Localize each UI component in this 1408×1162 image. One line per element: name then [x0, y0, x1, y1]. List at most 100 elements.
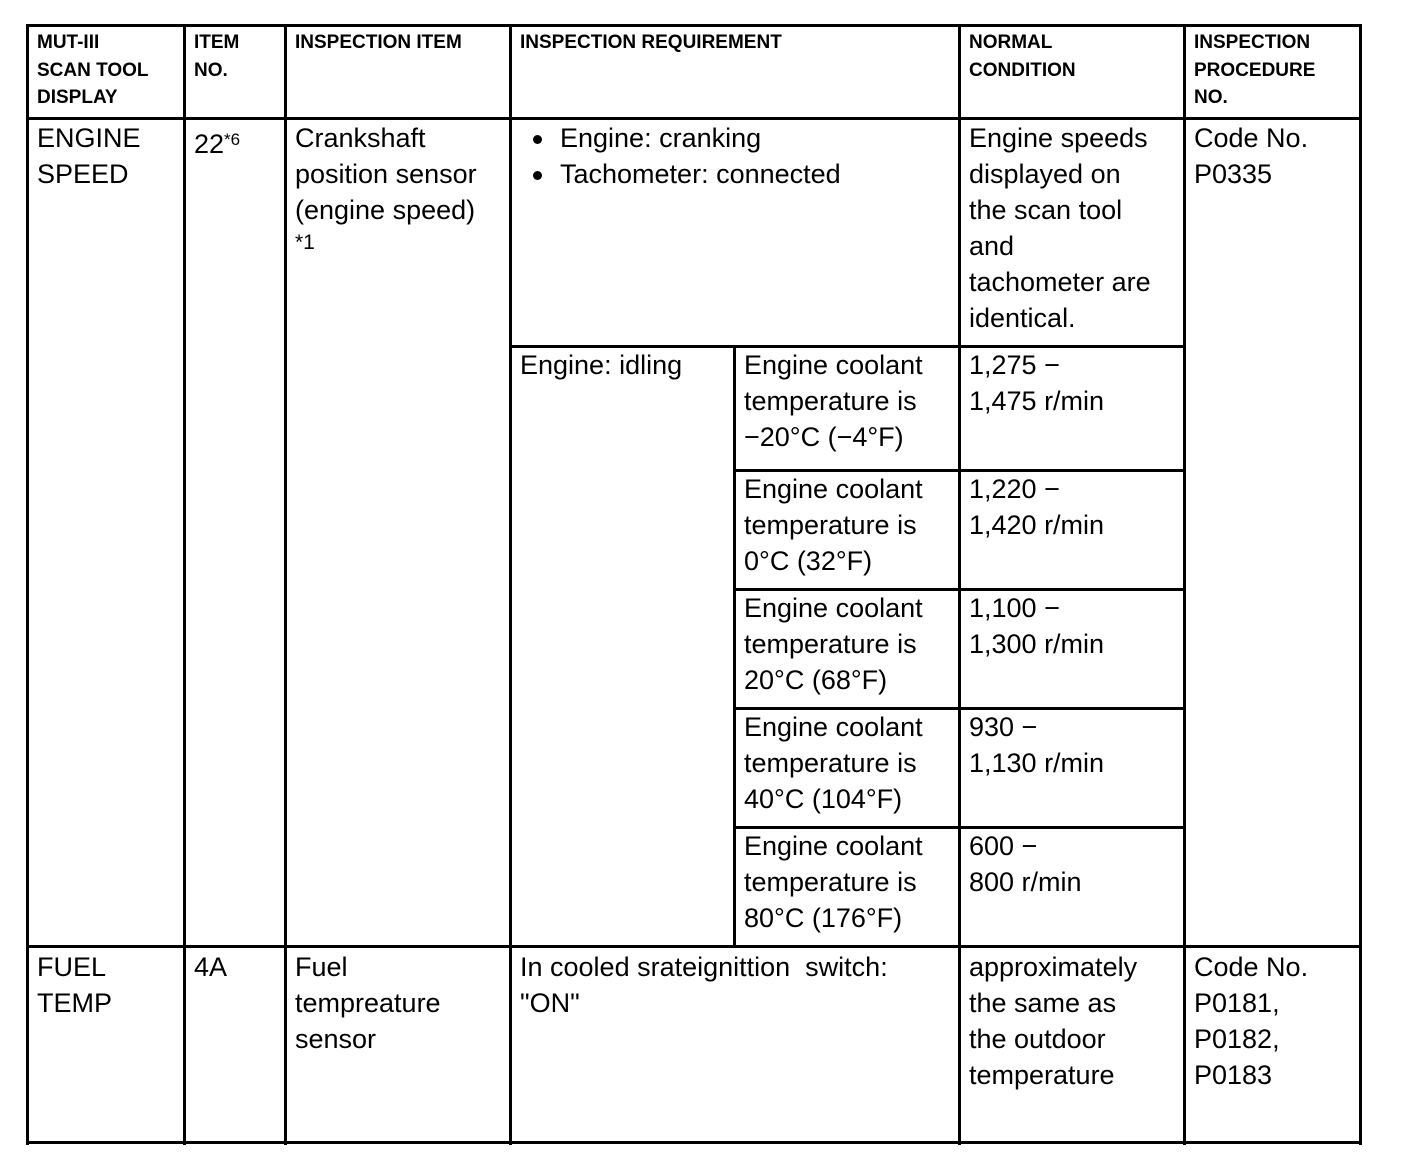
- cell-text: approximately: [969, 952, 1138, 982]
- cell-text: 1,275 −: [969, 350, 1060, 380]
- cell-text: 22: [194, 129, 225, 159]
- cell-text: 1,300 r/min: [969, 629, 1105, 659]
- header-text: INSPECTION ITEM: [295, 32, 462, 53]
- cell-text: P0181,: [1194, 988, 1280, 1018]
- footnote-ref: *6: [224, 130, 241, 149]
- divider: [509, 345, 1186, 348]
- cell-text: Engine coolant: [744, 350, 923, 380]
- cell-text: temperature is: [744, 629, 917, 659]
- cell-text: 1,100 −: [969, 593, 1060, 623]
- cell-text: Engine: idling: [520, 350, 683, 380]
- header-text: ITEM: [194, 32, 240, 53]
- divider: [733, 469, 1186, 472]
- cell-text: P0183: [1194, 1060, 1273, 1090]
- cell-text: temperature is: [744, 748, 917, 778]
- list-item: Tachometer: connected: [520, 156, 841, 192]
- divider: [26, 117, 1362, 120]
- header-inspection-procedure: INSPECTION PROCEDURE NO.: [1185, 29, 1315, 112]
- cell-text: 0°C (32°F): [744, 546, 873, 576]
- display-cell: FUEL TEMP: [28, 949, 112, 1021]
- divider: [26, 24, 29, 1145]
- cell-text: temperature is: [744, 386, 917, 416]
- inspection-item-cell: Fuel tempreature sensor: [286, 949, 441, 1057]
- requirement-cell: Engine: cranking Tachometer: connected: [511, 120, 841, 192]
- cell-text: 40°C (104°F): [744, 784, 903, 814]
- header-inspection-requirement: INSPECTION REQUIREMENT: [511, 29, 782, 57]
- procedure-cell: Code No. P0181, P0182, P0183: [1185, 949, 1308, 1093]
- coolant-condition-cell: Engine coolant temperature is 0°C (32°F): [735, 471, 923, 579]
- header-scan-tool-display: MUT-III SCAN TOOL DISPLAY: [28, 29, 149, 112]
- divider: [26, 1141, 1362, 1144]
- divider: [1183, 24, 1186, 1145]
- header-item-no: ITEM NO.: [185, 29, 239, 84]
- idle-label-cell: Engine: idling: [511, 347, 682, 383]
- cell-text: 1,420 r/min: [969, 510, 1105, 540]
- header-inspection-item: INSPECTION ITEM: [286, 29, 462, 57]
- cell-text: the outdoor: [969, 1024, 1106, 1054]
- list-item: Engine: cranking: [520, 120, 841, 156]
- item-no-cell: 4A: [185, 949, 227, 985]
- header-text: INSPECTION REQUIREMENT: [520, 32, 782, 53]
- cell-text: P0335: [1194, 159, 1273, 189]
- cell-text: Engine coolant: [744, 712, 923, 742]
- cell-text: Code No.: [1194, 123, 1309, 153]
- cell-text: TEMP: [37, 988, 113, 1018]
- cell-text: and: [969, 231, 1015, 261]
- divider: [284, 24, 287, 1145]
- cell-text: In cooled srateignittion switch:: [520, 952, 888, 982]
- coolant-condition-cell: Engine coolant temperature is 40°C (104°F): [735, 709, 923, 817]
- cell-text: FUEL: [37, 952, 107, 982]
- divider: [733, 707, 1186, 710]
- idle-speed-cell: 930 − 1,130 r/min: [960, 709, 1104, 781]
- cell-text: 1,130 r/min: [969, 748, 1105, 778]
- normal-condition-cell: Engine speeds displayed on the scan tool…: [960, 120, 1151, 336]
- cell-text: 800 r/min: [969, 867, 1082, 897]
- cell-text: temperature is: [744, 867, 917, 897]
- cell-text: Fuel: [295, 952, 348, 982]
- cell-text: 600 −: [969, 831, 1038, 861]
- requirement-cell: In cooled srateignittion switch: "ON": [511, 949, 888, 1021]
- coolant-condition-cell: Engine coolant temperature is −20°C (−4°F): [735, 347, 923, 455]
- cell-text: SPEED: [37, 159, 129, 189]
- footnote-ref: *1: [295, 231, 315, 254]
- cell-text: tachometer are: [969, 267, 1151, 297]
- cell-text: temperature is: [744, 510, 917, 540]
- header-text: NO.: [1194, 87, 1228, 108]
- cell-text: 1,220 −: [969, 474, 1060, 504]
- coolant-condition-cell: Engine coolant temperature is 20°C (68°F): [735, 590, 923, 698]
- cell-text: Crankshaft: [295, 123, 426, 153]
- cell-text: (engine speed): [295, 195, 476, 225]
- cell-text: position sensor: [295, 159, 477, 189]
- display-cell: ENGINE SPEED: [28, 120, 141, 192]
- normal-condition-cell: approximately the same as the outdoor te…: [960, 949, 1137, 1093]
- coolant-condition-cell: Engine coolant temperature is 80°C (176°F): [735, 828, 923, 936]
- divider: [733, 588, 1186, 591]
- cell-text: tempreature: [295, 988, 441, 1018]
- cell-text: the same as: [969, 988, 1117, 1018]
- header-text: PROCEDURE: [1194, 59, 1316, 81]
- divider: [1359, 24, 1362, 1145]
- cell-text: 930 −: [969, 712, 1038, 742]
- cell-text: sensor: [295, 1024, 377, 1054]
- cell-text: P0182,: [1194, 1024, 1280, 1054]
- divider: [733, 346, 736, 948]
- divider: [183, 24, 186, 1145]
- cell-text: ENGINE: [37, 123, 141, 153]
- cell-text: 80°C (176°F): [744, 903, 903, 933]
- cell-text: identical.: [969, 303, 1076, 333]
- cell-text: 1,475 r/min: [969, 386, 1105, 416]
- cell-text: 20°C (68°F): [744, 665, 888, 695]
- procedure-cell: Code No. P0335: [1185, 120, 1308, 192]
- cell-text: Engine coolant: [744, 593, 923, 623]
- cell-text: Engine coolant: [744, 474, 923, 504]
- cell-text: −20°C (−4°F): [744, 422, 904, 452]
- cell-text: temperature: [969, 1060, 1115, 1090]
- header-text: MUT-III: [37, 32, 100, 53]
- divider: [958, 24, 961, 1145]
- header-text: SCAN TOOL: [37, 59, 149, 81]
- header-text: INSPECTION: [1194, 32, 1311, 53]
- idle-speed-cell: 1,100 − 1,300 r/min: [960, 590, 1104, 662]
- divider: [733, 826, 1186, 829]
- cell-text: displayed on: [969, 159, 1121, 189]
- divider: [26, 24, 1362, 27]
